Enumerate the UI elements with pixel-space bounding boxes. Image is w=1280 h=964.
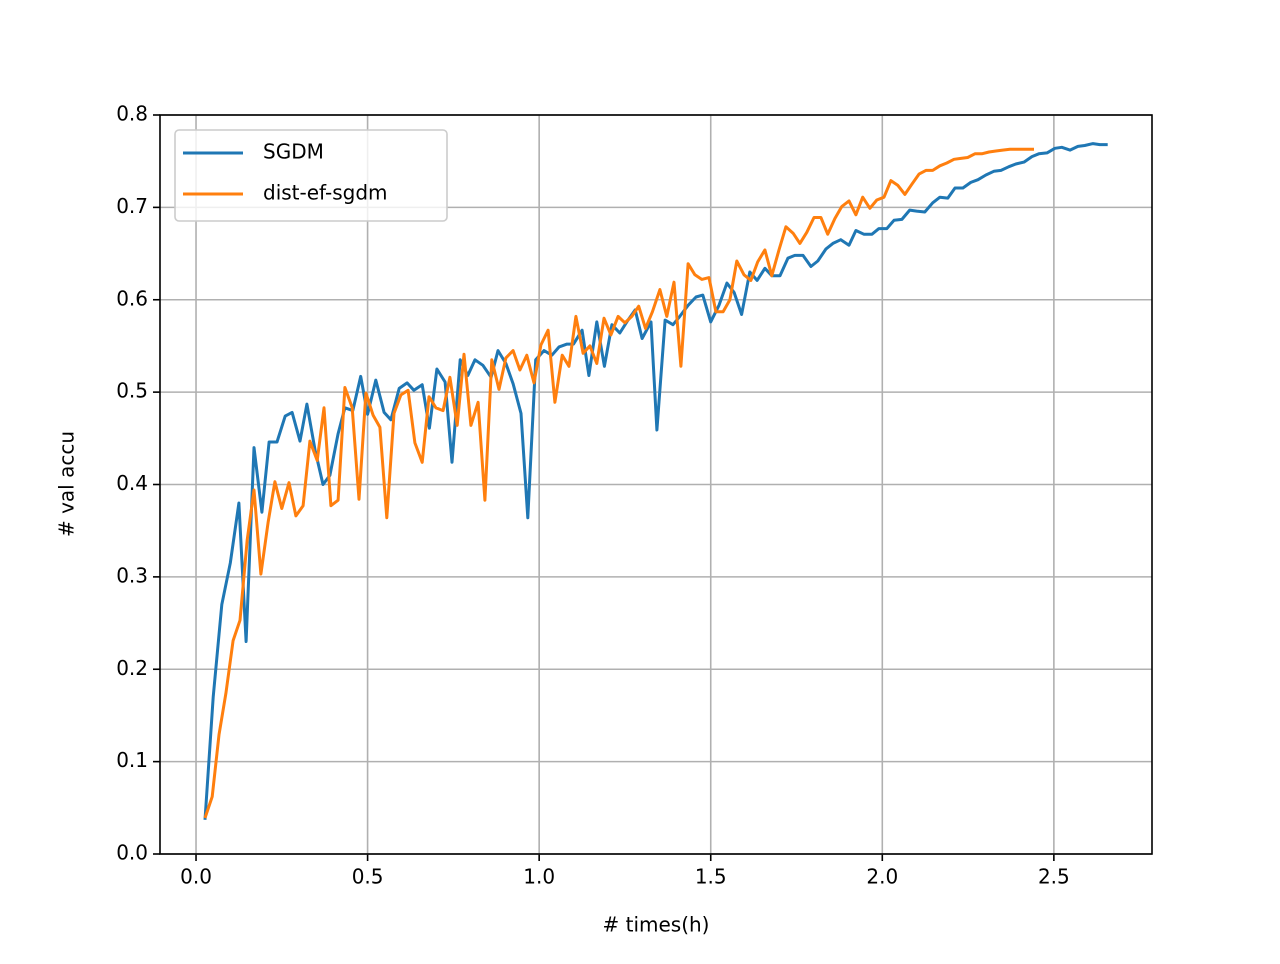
x-tick-label: 2.5 [1038, 865, 1070, 889]
x-tick-label: 1.5 [695, 865, 727, 889]
x-tick-label: 2.0 [866, 865, 898, 889]
series-line [203, 142, 1108, 820]
legend-label: SGDM [263, 140, 324, 164]
y-tick-label: 0.5 [116, 379, 148, 403]
axes-frame [159, 114, 1153, 855]
y-tick-label: 0.2 [116, 656, 148, 680]
series-line [203, 147, 1034, 819]
y-tick-label: 0.3 [116, 563, 148, 587]
x-tick-label: 0.0 [180, 865, 212, 889]
x-tick-label: 0.5 [352, 865, 384, 889]
x-axis-label: # times(h) [602, 913, 709, 937]
y-tick-label: 0.1 [116, 748, 148, 772]
y-tick-label: 0.6 [116, 286, 148, 310]
y-tick-label: 0.0 [116, 841, 148, 865]
legend-label: dist-ef-sgdm [263, 181, 388, 205]
y-tick-label: 0.7 [116, 194, 148, 218]
x-tick-label: 1.0 [523, 865, 555, 889]
y-axis-label: # val accu [55, 431, 79, 537]
legend: SGDM dist-ef-sgdm [174, 129, 448, 222]
y-tick-label: 0.8 [116, 102, 148, 126]
y-tick-label: 0.4 [116, 471, 148, 495]
